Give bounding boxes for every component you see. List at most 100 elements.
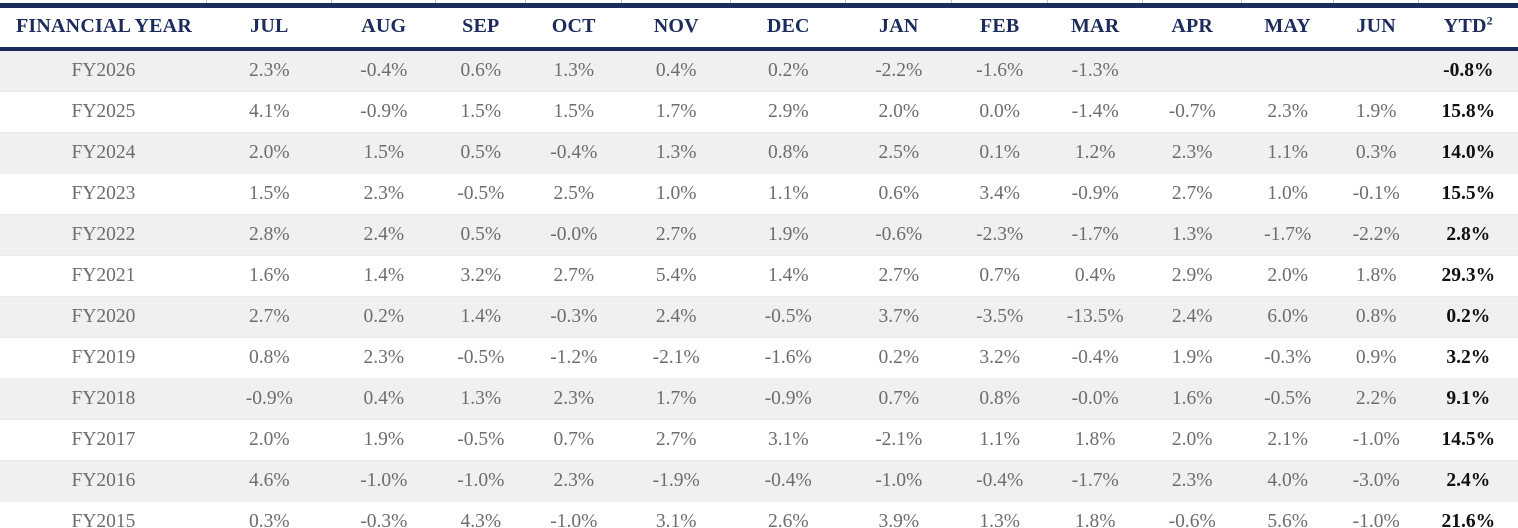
cell-monthly-return: 2.5% xyxy=(845,132,952,174)
cell-monthly-return: -1.0% xyxy=(1333,501,1419,528)
cell-monthly-return: 0.3% xyxy=(206,501,332,528)
cell-monthly-return: 2.3% xyxy=(525,378,622,420)
cell-monthly-return: -2.2% xyxy=(875,60,923,81)
cell-monthly-return: -0.9% xyxy=(331,91,436,133)
cell-monthly-return: -2.2% xyxy=(1333,214,1419,256)
cell-monthly-return: 0.5% xyxy=(435,132,526,174)
cell-monthly-return: 1.5% xyxy=(206,173,332,215)
cell-monthly-return: 2.3% xyxy=(249,60,290,81)
cell-monthly-return: -0.3% xyxy=(525,296,622,338)
cell-monthly-return: 2.5% xyxy=(525,173,622,215)
cell-monthly-return: -1.6% xyxy=(730,337,846,379)
cell-monthly-return: 2.0% xyxy=(1241,255,1334,297)
row-year-label: FY2022 xyxy=(0,214,207,256)
cell-monthly-return: 1.9% xyxy=(730,214,846,256)
column-header-month: DEC xyxy=(730,5,846,51)
cell-monthly-return: 2.0% xyxy=(206,132,332,174)
cell-monthly-return: 1.0% xyxy=(1241,173,1334,215)
row-year-label: FY2025 xyxy=(0,91,207,133)
gridline-tick xyxy=(1334,0,1419,3)
cell-monthly-return: 2.8% xyxy=(206,214,332,256)
cell-monthly-return: 1.1% xyxy=(1241,132,1334,174)
gridline-tick xyxy=(731,0,846,3)
cell-monthly-return: 1.6% xyxy=(206,255,332,297)
cell-monthly-return: 4.3% xyxy=(435,501,526,528)
cell-monthly-return: -0.4% xyxy=(1047,337,1143,379)
row-year-label: FY2018 xyxy=(0,378,207,420)
cell-monthly-return: -1.0% xyxy=(331,460,436,502)
cell-monthly-return: 3.2% xyxy=(435,255,526,297)
cell-monthly-return: -3.5% xyxy=(951,296,1048,338)
cell-monthly-return: 3.9% xyxy=(845,501,952,528)
cell-monthly-return: 1.3% xyxy=(435,378,526,420)
ytd-label: YTD xyxy=(1443,15,1487,37)
cell-ytd-return: 15.5% xyxy=(1418,173,1518,215)
cell-monthly-return: -0.5% xyxy=(435,419,526,461)
cell-monthly-return: -3.0% xyxy=(1333,460,1419,502)
cell-ytd-return: 2.4% xyxy=(1418,460,1518,502)
ytd-footnote-superscript: 2 xyxy=(1486,13,1493,28)
row-year-label: FY2023 xyxy=(0,173,207,215)
cell-monthly-return: 1.5% xyxy=(331,132,436,174)
cell-ytd-return: 0.2% xyxy=(1418,296,1518,338)
cell-monthly-return: 1.7% xyxy=(621,378,731,420)
cell-monthly-return: -2.1% xyxy=(845,419,952,461)
cell-monthly-return: -0.9% xyxy=(730,378,846,420)
cell-ytd-return: -0.8% xyxy=(1443,60,1494,81)
row-year-label: FY2015 xyxy=(0,501,207,528)
cell-monthly-return: 2.3% xyxy=(1142,460,1242,502)
row-year-label: FY2026 xyxy=(71,60,136,81)
cell-monthly-return: -0.3% xyxy=(331,501,436,528)
cell-monthly-return: -2.1% xyxy=(621,337,731,379)
column-header-month: AUG xyxy=(331,5,436,51)
table-row: FY2017 2.0% 1.9% -0.5% 0.7% 2.7% 3.1% -2.1% 1.1%… xyxy=(0,419,1518,461)
cell-monthly-return: -1.2% xyxy=(525,337,622,379)
cell-monthly-return: -0.5% xyxy=(1241,378,1334,420)
column-header-month: JUN xyxy=(1333,5,1419,51)
cell-monthly-return: -1.0% xyxy=(1333,419,1419,461)
cell-monthly-return: 0.0% xyxy=(951,91,1048,133)
cell-monthly-return: 2.7% xyxy=(621,214,731,256)
column-header-month: MAY xyxy=(1241,5,1334,51)
cell-monthly-return: 1.2% xyxy=(1047,132,1143,174)
cell-monthly-return: 3.4% xyxy=(951,173,1048,215)
cell-monthly-return: 6.0% xyxy=(1241,296,1334,338)
cell-monthly-return: -0.5% xyxy=(435,173,526,215)
column-header-month: SEP xyxy=(435,5,526,51)
table-row: FY2021 1.6% 1.4% 3.2% 2.7% 5.4% 1.4% 2.7% 0.7% 0.… xyxy=(0,255,1518,297)
cell-monthly-return: 1.3% xyxy=(553,60,595,81)
gridline-tick xyxy=(1048,0,1143,3)
cell-monthly-return: 0.2% xyxy=(767,60,809,81)
cell-monthly-return: -1.0% xyxy=(435,460,526,502)
cell-monthly-return: -1.4% xyxy=(1047,91,1143,133)
table-row: FY2016 4.6% -1.0% -1.0% 2.3% -1.9% -0.4% -1.0% -… xyxy=(0,460,1518,502)
cell-monthly-return: 0.4% xyxy=(331,378,436,420)
cell-monthly-return: 2.0% xyxy=(1142,419,1242,461)
cell-ytd-return: 3.2% xyxy=(1418,337,1518,379)
column-header-month: FEB xyxy=(951,5,1048,51)
cell-monthly-return: -0.3% xyxy=(1241,337,1334,379)
cell-monthly-return: 5.6% xyxy=(1241,501,1334,528)
cell-monthly-return: 2.3% xyxy=(1142,132,1242,174)
column-header-month: JAN xyxy=(845,5,952,51)
column-header-financial-year: FINANCIAL YEAR xyxy=(0,5,207,51)
cell-monthly-return: 1.0% xyxy=(621,173,731,215)
cell-monthly-return: 1.3% xyxy=(1142,214,1242,256)
gridline-tick xyxy=(1143,0,1242,3)
cell-monthly-return: 0.8% xyxy=(730,132,846,174)
gridline-tick xyxy=(1242,0,1334,3)
cell-monthly-return: 0.7% xyxy=(951,255,1048,297)
table-body: FY2026 2.3% -0.4% 0.6% 1.3% 0.4% 0.2% -2.2% -1.6… xyxy=(0,49,1518,528)
cell-monthly-return: 2.4% xyxy=(1142,296,1242,338)
cell-monthly-return: 3.7% xyxy=(845,296,952,338)
cell-monthly-return: 2.7% xyxy=(1142,173,1242,215)
cell-ytd-return: 29.3% xyxy=(1418,255,1518,297)
cell-monthly-return: 1.6% xyxy=(1142,378,1242,420)
cell-monthly-return: 0.7% xyxy=(845,378,952,420)
cell-monthly-return: -0.7% xyxy=(1142,91,1242,133)
gridline-tick xyxy=(332,0,436,3)
gridline-tick xyxy=(846,0,952,3)
cell-monthly-return: 0.7% xyxy=(525,419,622,461)
cell-monthly-return: -1.7% xyxy=(1047,214,1143,256)
cell-monthly-return: 2.0% xyxy=(206,419,332,461)
